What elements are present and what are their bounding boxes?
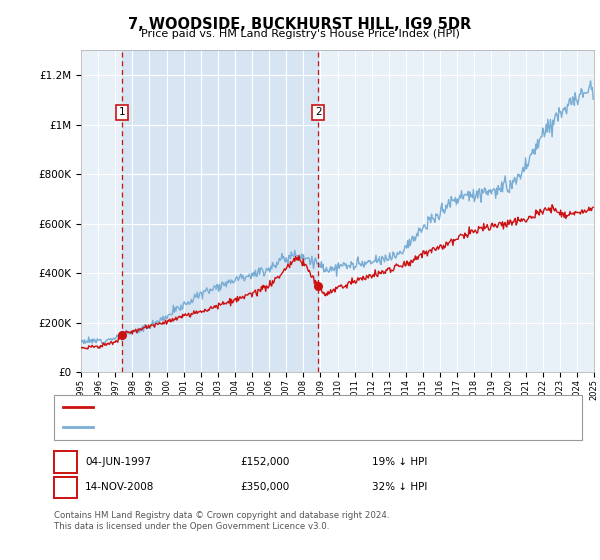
Text: £350,000: £350,000: [240, 482, 289, 492]
Text: 2: 2: [315, 108, 322, 118]
Text: 14-NOV-2008: 14-NOV-2008: [85, 482, 155, 492]
Text: 7, WOODSIDE, BUCKHURST HILL, IG9 5DR: 7, WOODSIDE, BUCKHURST HILL, IG9 5DR: [128, 17, 472, 32]
Bar: [122, 50, 318, 372]
Text: Price paid vs. HM Land Registry's House Price Index (HPI): Price paid vs. HM Land Registry's House …: [140, 29, 460, 39]
Text: 2: 2: [62, 482, 69, 492]
Text: 7, WOODSIDE, BUCKHURST HILL, IG9 5DR (detached house): 7, WOODSIDE, BUCKHURST HILL, IG9 5DR (de…: [99, 402, 394, 412]
Text: 1: 1: [62, 457, 69, 467]
Text: £152,000: £152,000: [240, 457, 289, 467]
Text: 04-JUN-1997: 04-JUN-1997: [85, 457, 151, 467]
Text: HPI: Average price, detached house, Epping Forest: HPI: Average price, detached house, Eppi…: [99, 422, 347, 432]
Text: Contains HM Land Registry data © Crown copyright and database right 2024.
This d: Contains HM Land Registry data © Crown c…: [54, 511, 389, 531]
Text: 32% ↓ HPI: 32% ↓ HPI: [372, 482, 427, 492]
Text: 1: 1: [119, 108, 125, 118]
Text: 19% ↓ HPI: 19% ↓ HPI: [372, 457, 427, 467]
